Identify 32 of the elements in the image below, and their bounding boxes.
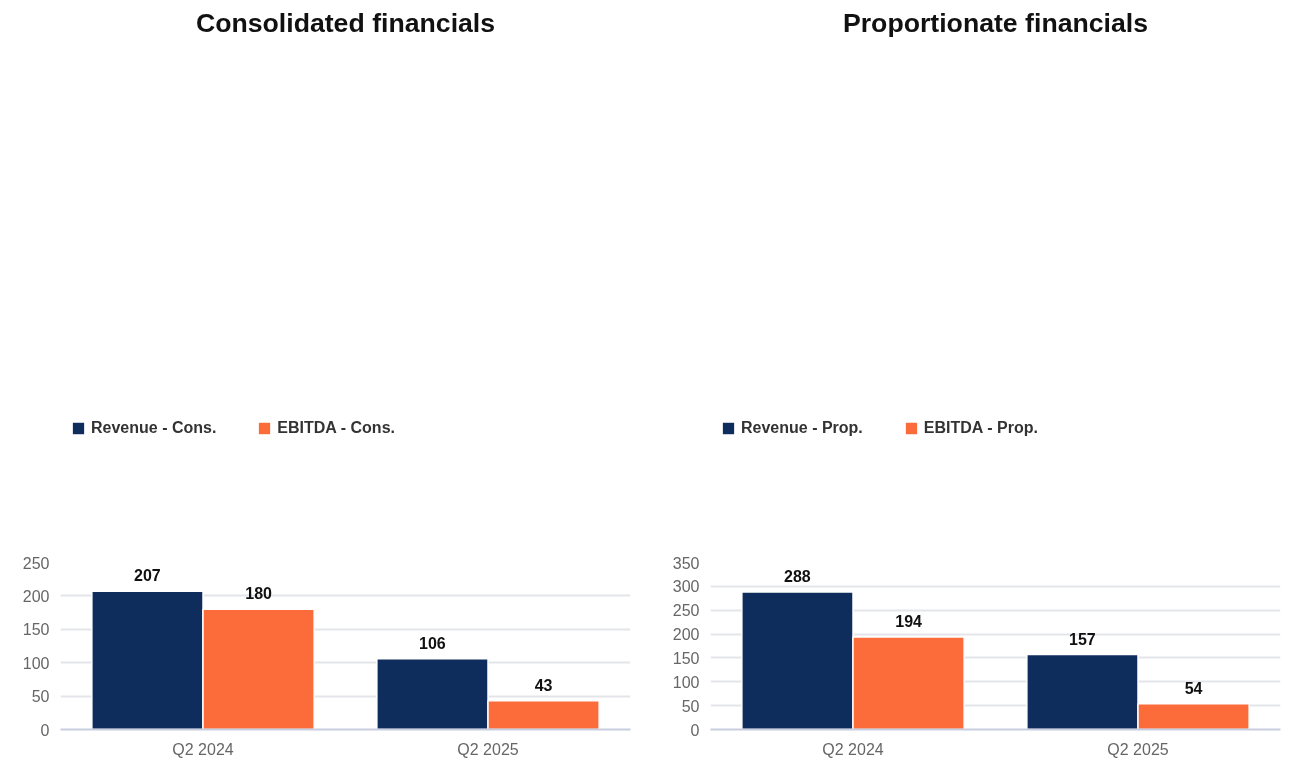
y-tick-label: 150 (672, 649, 700, 667)
x-tick-label: Q2 2025 (1107, 740, 1169, 758)
legend-label: EBITDA - Cons. (277, 418, 395, 437)
legend-label: Revenue - Prop. (741, 418, 863, 437)
chart-title: Proportionate financials (842, 7, 1149, 38)
y-tick-label: 150 (22, 621, 50, 639)
legend-label: Revenue - Cons. (91, 418, 217, 437)
y-tick-label: 250 (22, 554, 50, 572)
data-label: 106 (419, 634, 446, 652)
data-label: 288 (784, 568, 811, 586)
data-label: 194 (895, 612, 923, 630)
y-tick-label: 300 (672, 578, 700, 596)
y-tick-label: 350 (672, 554, 700, 572)
legend-label: EBITDA - Prop. (923, 418, 1038, 437)
y-tick-label: 50 (681, 697, 700, 715)
data-label: 54 (1184, 679, 1203, 697)
y-tick-label: 0 (690, 721, 700, 739)
y-tick-label: 250 (672, 602, 700, 620)
chart-title: Consolidated financials (195, 7, 496, 38)
y-tick-label: 100 (672, 673, 700, 691)
y-tick-label: 100 (22, 654, 50, 672)
x-tick-label: Q2 2024 (822, 740, 884, 758)
y-tick-label: 0 (40, 721, 50, 739)
y-tick-label: 50 (31, 688, 50, 706)
y-tick-label: 200 (22, 587, 50, 605)
data-label: 43 (534, 676, 553, 694)
y-tick-label: 200 (672, 626, 700, 644)
data-label: 180 (245, 585, 273, 603)
x-tick-label: Q2 2024 (172, 740, 234, 758)
data-label: 207 (134, 567, 161, 585)
data-label: 157 (1069, 630, 1096, 648)
x-tick-label: Q2 2025 (457, 740, 519, 758)
